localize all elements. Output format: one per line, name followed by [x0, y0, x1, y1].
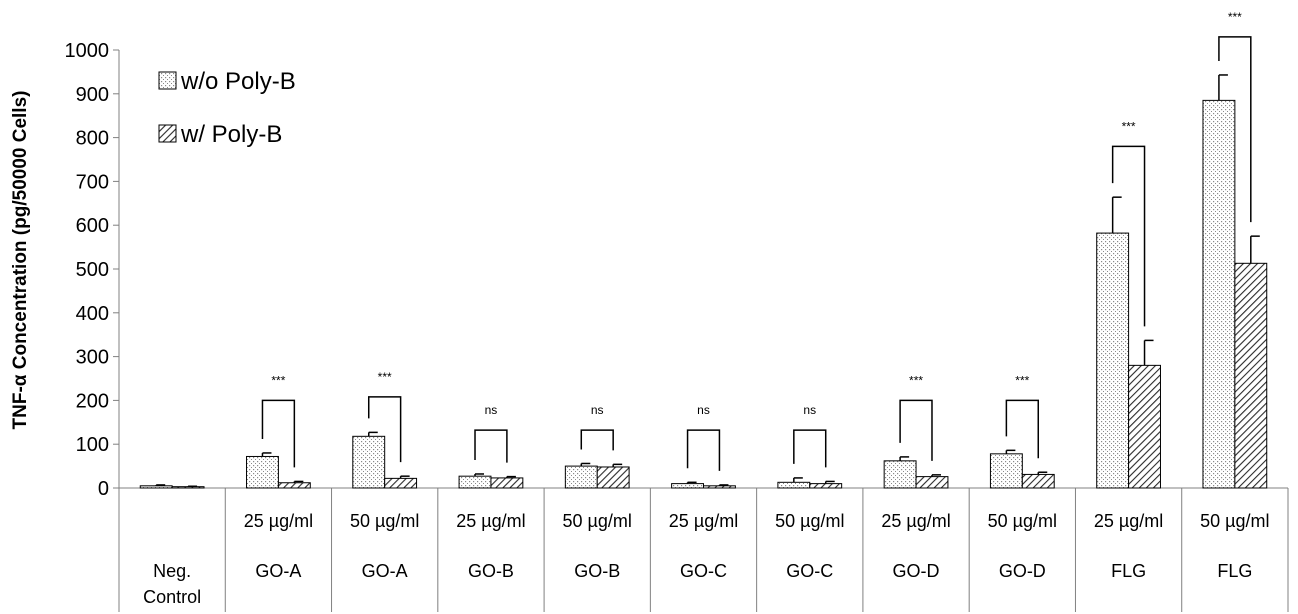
- category-material-label: GO-D: [893, 561, 940, 581]
- significance-bracket: [1005, 399, 1040, 459]
- bar-without-poly-b: [671, 483, 704, 489]
- significance-bracket: [261, 399, 296, 468]
- category-dose-label: 50 µg/ml: [775, 511, 844, 531]
- significance-label: ns: [803, 403, 816, 417]
- bar-with-poly-b: [809, 483, 843, 489]
- x-axis-category-table: Neg. Control 25 µg/ml GO-A 50 µg/ml GO-A 25 µg…: [118, 488, 1289, 612]
- legend-swatch-without-poly-b: [158, 71, 177, 90]
- bar-without-poly-b: [777, 481, 811, 489]
- significance-bracket: [1218, 36, 1252, 223]
- category-material-label: GO-C: [786, 561, 833, 581]
- bar-with-poly-b: [1234, 262, 1268, 489]
- category-material-label: GO-D: [999, 561, 1046, 581]
- bar-without-poly-b: [458, 475, 492, 489]
- bar-with-poly-b: [915, 476, 949, 489]
- y-tick-label: 500: [76, 259, 109, 281]
- significance-bracket: [1111, 145, 1146, 327]
- significance-label: ***: [1015, 373, 1029, 387]
- category-material-label: FLG: [1111, 561, 1146, 581]
- category-dose-label: 25 µg/ml: [456, 511, 525, 531]
- bar-without-poly-b: [1202, 99, 1236, 489]
- y-tick-label: 800: [76, 128, 109, 150]
- bar-with-poly-b: [490, 477, 524, 489]
- category-material-label: Neg.: [153, 561, 191, 581]
- significance-bracket: [474, 429, 508, 463]
- bar-without-poly-b: [246, 455, 279, 489]
- significance-label: ***: [271, 373, 285, 387]
- bar-without-poly-b: [352, 435, 386, 489]
- category-material-label: GO-C: [680, 561, 727, 581]
- category-dose-label: 25 µg/ml: [669, 511, 738, 531]
- bar-with-poly-b: [1021, 473, 1055, 489]
- significance-brackets: *** *** ns ns ns ns *** *** *** ***: [261, 10, 1252, 471]
- significance-label: ns: [485, 403, 498, 417]
- y-tick-label: 400: [76, 303, 109, 325]
- category-material-label: GO-B: [574, 561, 620, 581]
- legend-swatch-with-poly-b: [158, 124, 177, 143]
- y-tick-label: 200: [76, 390, 109, 412]
- category-material-label: GO-B: [468, 561, 514, 581]
- significance-bracket: [899, 399, 933, 461]
- category-material-label: FLG: [1217, 561, 1252, 581]
- significance-bracket: [686, 429, 721, 471]
- bar-with-poly-b: [1128, 364, 1161, 489]
- significance-label: ***: [909, 373, 923, 387]
- y-tick-label: 300: [76, 347, 109, 369]
- significance-bracket: [580, 429, 614, 451]
- category-dose-label: 25 µg/ml: [881, 511, 950, 531]
- significance-label: ns: [591, 403, 604, 417]
- bar-with-poly-b: [277, 482, 311, 489]
- y-tick-label: 900: [76, 84, 109, 106]
- category-material-label-line2: Control: [143, 587, 201, 607]
- significance-label: ***: [1122, 119, 1136, 133]
- y-tick-label: 1000: [65, 40, 110, 62]
- category-dose-label: 25 µg/ml: [1094, 511, 1163, 531]
- y-tick-label: 100: [76, 434, 109, 456]
- legend: w/o Poly-B w/ Poly-B: [158, 68, 296, 148]
- bar-without-poly-b: [139, 485, 173, 489]
- bar-with-poly-b: [703, 485, 736, 489]
- y-axis-label: TNF-α Concentration (pg/50000 Cells): [10, 91, 31, 430]
- bar-with-poly-b: [384, 477, 418, 489]
- significance-label: ***: [1228, 10, 1242, 24]
- bar-without-poly-b: [1096, 232, 1130, 489]
- bar-without-poly-b: [564, 465, 598, 489]
- y-tick-label: 0: [98, 478, 109, 500]
- category-material-label: GO-A: [362, 561, 408, 581]
- legend-label-without-poly-b: w/o Poly-B: [180, 68, 296, 95]
- category-material-label: GO-A: [255, 561, 301, 581]
- bar-without-poly-b: [989, 453, 1023, 489]
- y-tick-label: 600: [76, 215, 109, 237]
- category-dose-label: 25 µg/ml: [244, 511, 313, 531]
- bar-with-poly-b: [596, 466, 630, 489]
- significance-bracket: [793, 429, 827, 468]
- significance-label: ns: [697, 403, 710, 417]
- bar-without-poly-b: [883, 460, 917, 489]
- legend-label-with-poly-b: w/ Poly-B: [180, 121, 282, 148]
- error-bars: [155, 74, 1260, 487]
- y-tick-label: 700: [76, 171, 109, 193]
- category-dose-label: 50 µg/ml: [1200, 511, 1269, 531]
- category-dose-label: 50 µg/ml: [350, 511, 419, 531]
- significance-bracket: [367, 396, 402, 463]
- category-dose-label: 50 µg/ml: [563, 511, 632, 531]
- y-axis-ticks: 0 100 200 300 400 500 600 700 800 900 1000: [65, 40, 119, 500]
- category-dose-label: 50 µg/ml: [988, 511, 1057, 531]
- significance-label: ***: [378, 370, 392, 384]
